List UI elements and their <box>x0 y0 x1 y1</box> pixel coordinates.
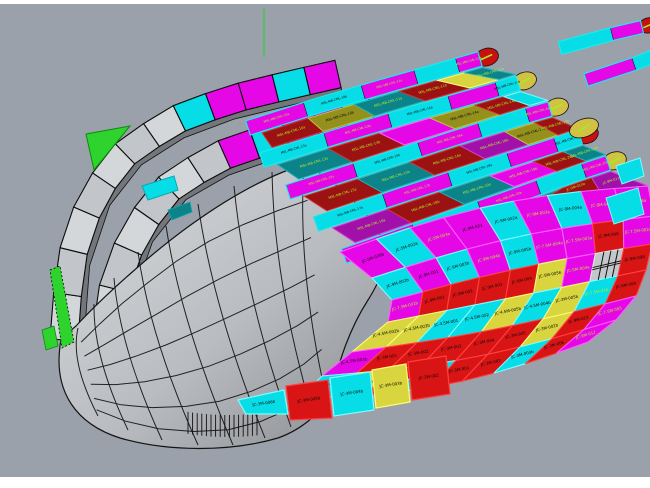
page-frame-bottom <box>0 477 650 488</box>
green-edge-sliver[interactable] <box>41 325 59 351</box>
plate-label: JC-9M-002 <box>451 288 474 298</box>
plate-label: JC-9M-012 <box>574 329 596 340</box>
plate-label: JC-3M-003b <box>378 380 403 389</box>
plate-label: JC-9M-004b <box>476 253 501 264</box>
stringer-strip-segment-outline <box>245 51 483 136</box>
plate-label: JC-9M-004 <box>510 275 533 284</box>
shell-plate-panel[interactable] <box>556 319 617 354</box>
plate-label: JC-3M-004b <box>339 388 364 397</box>
plate-label: MSL-MB-CML-14a <box>406 105 433 116</box>
frame-hatch-lines <box>187 411 258 437</box>
stringer-tip-segment-outline <box>557 20 645 55</box>
stringer-strip-segment-outline <box>285 101 553 200</box>
cyan-edge-sliver[interactable] <box>141 175 179 201</box>
plate-label: JC-9M-005a <box>590 201 615 208</box>
plate-label: JC-9M-003b <box>445 260 470 272</box>
plate-label: MSL-MB-CML-13a <box>280 143 307 155</box>
plate-label: JC-9M-004a <box>558 204 583 212</box>
plate-label: JC-7.5M-002a <box>623 226 650 234</box>
plate-label: MSL-MB-CML-10a <box>263 112 290 124</box>
shell-plate-panel[interactable] <box>622 215 650 250</box>
plate-label: JC-9M-021 <box>461 222 483 232</box>
plate-label: JC-7.5M-01b <box>583 287 609 297</box>
plate-label: JC-9M-008 <box>623 254 645 262</box>
plate-label: JC-4.5M-005b <box>493 306 522 316</box>
plate-label: MSL-MB-CML-11b <box>418 83 447 95</box>
plate-label: JC-5M-005b <box>537 270 562 280</box>
plate-label: JC-5M-003a <box>426 231 451 243</box>
plate-label: JC-9M-010 <box>567 314 590 324</box>
band-a-cell[interactable] <box>303 59 342 96</box>
plate-label: JC-9M-003a <box>526 209 551 218</box>
bottom-plate-panel[interactable] <box>407 355 451 401</box>
plate-label: MSL-MB-CML-16b <box>525 106 552 117</box>
deck-checker-panel[interactable] <box>464 67 516 81</box>
stringer-strip-segment-outline <box>259 75 521 168</box>
green-edge-wedge[interactable] <box>49 265 75 349</box>
plate-label: MSL-MB-CML-14a <box>450 110 479 122</box>
plate-label: JC-3M-006b <box>251 399 276 408</box>
plate-label: JC-4.5M-002b <box>371 328 400 338</box>
plate-label: JC-9M-010a <box>565 182 586 193</box>
plate-label: JC-3M-001 <box>448 365 470 374</box>
plate-label: JC-3M-005 <box>504 330 527 340</box>
teal-edge-sliver[interactable] <box>167 201 193 221</box>
plate-label: JC-9M-002a <box>493 215 518 225</box>
plate-label: JC-3M-002 <box>407 348 429 356</box>
plate-label: JC-3M-005b <box>554 294 579 304</box>
plate-label: JC-7.5M-003a <box>564 235 593 244</box>
plate-label: JC-9M-005b <box>507 246 532 256</box>
plate-label: JC-4.5M-003b <box>402 323 431 333</box>
plate-label: MSL-MB-CML-13b <box>344 124 371 136</box>
plate-label: JC-9M-001 <box>423 294 445 304</box>
deck-checker-panel[interactable] <box>502 91 550 107</box>
bottom-plate-panel[interactable] <box>329 371 375 417</box>
plate-label: MSL-MB-CML-12a <box>475 67 504 79</box>
plate-label: JC-3M-002 <box>417 372 439 380</box>
plate-label: JC-3M-003 <box>440 343 462 352</box>
cyan-flap-panel[interactable] <box>615 157 645 185</box>
plate-label: JC-4.5M-003b <box>339 356 368 365</box>
green-corner-panel[interactable] <box>85 125 132 172</box>
cyan-flap-panel[interactable] <box>605 187 645 225</box>
plate-label: JC-9M-001 <box>417 268 439 279</box>
plate-label: JC-9M-011a <box>601 175 622 185</box>
bottom-plate-panel[interactable] <box>237 389 289 415</box>
plate-label: JC-3M-006 <box>543 339 565 350</box>
frame-gap-lines <box>592 249 622 280</box>
hull-mesh <box>75 162 327 446</box>
plate-label: MSL-MB-CML-16a <box>436 133 463 145</box>
plate-label: JC-7.5M-004a <box>535 240 564 250</box>
bottom-plate-panel[interactable] <box>285 379 333 421</box>
stringer-strip-segment-outline <box>312 129 584 232</box>
plate-label: JC-3M-003b <box>510 349 535 360</box>
plate-label: JC-4.5M-004b <box>523 300 552 311</box>
plate-label: JC-9M-009 <box>614 280 637 289</box>
plate-label: JC-9M-006 <box>597 231 619 239</box>
stringer-cap[interactable] <box>567 114 601 141</box>
plate-label: MSL-MB-CML-17b <box>541 119 570 131</box>
plate-label: JC-5M-004a <box>566 264 591 273</box>
plate-label: MSL-MB-CML-14b <box>494 79 521 91</box>
stringer-tip-segment-outline <box>583 50 650 87</box>
plate-label: JC-7.5M-005 <box>597 305 623 316</box>
deck-checker-panel[interactable] <box>562 144 607 162</box>
plate-label: JC-4.5M-001 <box>433 318 459 328</box>
plate-label: JC-9M-003 <box>481 281 504 291</box>
plate-label: JC-3M-002b <box>534 322 559 332</box>
plate-label: JC-3M-005b <box>296 395 321 404</box>
plate-label: JC-3M-001 <box>375 353 397 361</box>
plate-label: MSL-MB-CML-12a <box>455 56 482 67</box>
plate-label: MSL-MB-CML-11a <box>376 78 403 89</box>
plate-label: JC-3M-002 <box>479 358 502 368</box>
bottom-plate-panel[interactable] <box>371 363 411 409</box>
plate-label: JC-3M-004 <box>473 337 495 346</box>
plate-label: JC-4.5M-002 <box>464 312 490 322</box>
plate-label: MSL-MB-CML-10b <box>321 94 348 106</box>
